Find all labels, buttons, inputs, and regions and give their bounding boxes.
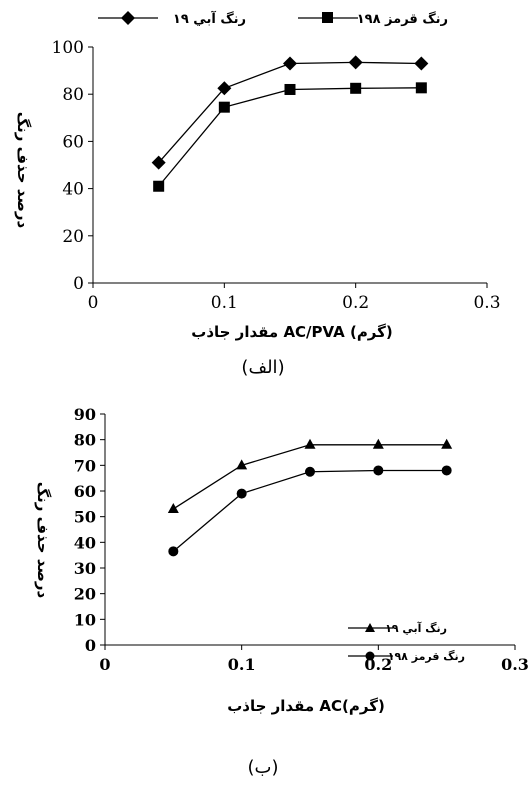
- legend-a-label-red: رنگ قرمز ١٩٨: [357, 11, 448, 27]
- chart-a-x-tick-label: 0.3: [473, 293, 500, 313]
- chart-b-caption: (ب): [247, 757, 278, 778]
- chart-a-x-tick-label: 0.2: [342, 293, 369, 313]
- chart-b-series-0-point: [441, 438, 453, 449]
- chart-b-series-0-point: [304, 438, 316, 449]
- chart-b-y-tick-label: 0: [85, 636, 96, 655]
- legend-b: رنگ آبي ١٩ رنگ قرمز ١٩٨: [348, 621, 465, 663]
- chart-b-y-tick-label: 10: [74, 610, 96, 629]
- chart-a-series-0-point: [217, 81, 232, 96]
- chart-b-series-1-point: [441, 465, 452, 476]
- chart-a-series-0-line: [158, 61, 422, 164]
- chart-b-series-0-line: [172, 444, 447, 510]
- legend-a-marker-diamond: [121, 11, 135, 25]
- chart-a-series-1-point: [415, 82, 427, 94]
- chart-a-x-tick-label: 0: [88, 293, 99, 313]
- chart-b-y-tick-label: 90: [74, 405, 96, 424]
- chart-a-series-0-point: [414, 56, 429, 71]
- chart-b-x-tick-label: 0.3: [501, 655, 529, 674]
- chart-b-series-1-point: [305, 466, 315, 477]
- chart-b-series-1-point: [373, 465, 384, 476]
- legend-b-label-blue: رنگ آبي ١٩: [385, 621, 447, 635]
- chart-a-series-1-point: [153, 180, 165, 192]
- chart-b-series-0-point: [167, 502, 179, 513]
- chart-a-series-0-point: [151, 155, 166, 170]
- chart-b-y-tick-label: 50: [74, 508, 96, 527]
- chart-a: رنگ قرمز ١٩٨ رنگ آبي ١٩ 0 20 40 60 80 100 0 0.…: [14, 10, 501, 378]
- chart-a-caption: (الف): [241, 357, 284, 378]
- chart-a-series-0-point: [348, 55, 363, 70]
- chart-b-series-1-point: [168, 546, 179, 557]
- chart-a-series-1-point: [218, 101, 230, 113]
- chart-a-y-tick-label: 60: [62, 132, 84, 152]
- chart-b-y-tick-label: 70: [74, 456, 96, 475]
- chart-a-y-tick-label: 20: [62, 227, 84, 247]
- chart-b-y-tick-label: 20: [74, 585, 96, 604]
- chart-a-y-label: درصد حذف رنگ: [14, 112, 32, 229]
- chart-a-x-label: مقدار جاذب AC/PVA (گرم): [191, 323, 392, 341]
- chart-b-series-0-point: [236, 459, 248, 470]
- chart-b-y-tick-label: 30: [74, 559, 96, 578]
- legend-b-label-red: رنگ قرمز ١٩٨: [388, 649, 465, 663]
- chart-a-y-tick-label: 100: [52, 38, 84, 58]
- chart-b-y-tick-label: 60: [74, 482, 96, 501]
- chart-b-series-1-point: [236, 488, 247, 499]
- chart-a-series-0-point: [283, 56, 297, 71]
- legend-b-marker-triangle: [365, 623, 375, 632]
- chart-b-y-label: درصد حذف رنگ: [34, 482, 52, 599]
- chart-a-y-tick-label: 0: [73, 274, 84, 294]
- chart-b-series-0-point: [372, 438, 384, 449]
- legend-b-marker-circle: [365, 651, 375, 661]
- chart-b-x-tick-label: 0.1: [228, 655, 256, 674]
- legend-a: رنگ قرمز ١٩٨ رنگ آبي ١٩: [98, 10, 448, 27]
- chart-a-series-1-line: [158, 87, 422, 187]
- chart-b-x-tick-label: 0: [99, 655, 110, 674]
- legend-a-marker-square: [322, 12, 333, 23]
- chart-b-y-tick-label: 80: [74, 431, 96, 450]
- chart-a-series-1-point: [350, 82, 362, 94]
- legend-a-label-blue: رنگ آبي ١٩: [173, 10, 246, 27]
- chart-a-series-1-point: [284, 83, 296, 95]
- chart-b-x-label: مقدار جاذب AC(گرم): [227, 697, 385, 715]
- chart-a-y-tick-label: 40: [62, 180, 84, 200]
- chart-b-y-tick-label: 40: [74, 533, 96, 552]
- chart-a-y-tick-label: 80: [62, 85, 84, 105]
- chart-a-x-tick-label: 0.1: [211, 293, 238, 313]
